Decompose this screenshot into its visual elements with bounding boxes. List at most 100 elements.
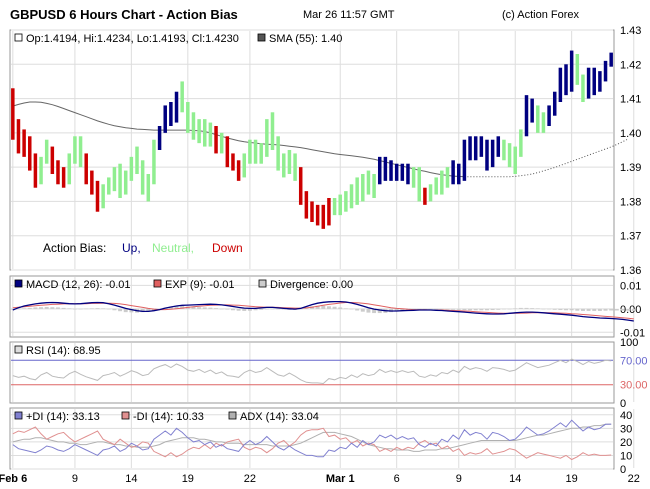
divergence-bar — [360, 308, 365, 312]
price-bar — [191, 112, 196, 140]
bias-label: Action Bias: — [43, 241, 106, 255]
divergence-bar — [33, 307, 38, 309]
divergence-bar — [78, 308, 83, 310]
chart-copyright: (c) Action Forex — [502, 9, 580, 21]
price-bar — [225, 136, 230, 168]
divergence-bar — [597, 308, 602, 311]
price-bar — [282, 153, 286, 178]
price-bar — [180, 81, 184, 113]
minus-di-legend: -DI (14): 10.33 — [133, 411, 204, 423]
price-bar — [519, 129, 523, 157]
divergence-bar — [236, 308, 241, 311]
sma-projection-line — [464, 138, 629, 178]
price-bar — [400, 163, 405, 181]
divergence-bar — [609, 308, 614, 311]
divergence-bar — [558, 308, 563, 311]
price-bar — [310, 201, 314, 222]
rsi-y-tick: 100 — [620, 337, 638, 349]
dmi-panel-frame — [9, 407, 615, 470]
minus-di-line — [12, 426, 612, 461]
price-bar — [197, 119, 201, 144]
x-tick-label: 6 — [394, 473, 400, 485]
divergence-bar — [552, 308, 557, 310]
divergence-bar — [468, 308, 473, 311]
macd-legend-swatch — [14, 279, 23, 288]
divergence-bar — [123, 308, 128, 313]
x-tick-label: 9 — [456, 473, 462, 485]
divergence-bar — [281, 308, 286, 310]
price-bar — [462, 139, 467, 181]
rsi-y-tick: 0 — [620, 398, 626, 410]
price-bar — [67, 153, 72, 185]
divergence-bar — [89, 308, 94, 309]
price-bar — [411, 167, 416, 188]
price-bar — [496, 136, 501, 157]
price-bar — [445, 167, 450, 188]
divergence-bar — [422, 308, 427, 310]
price-bar — [468, 136, 472, 161]
divergence-bar — [44, 306, 49, 309]
price-bar — [152, 139, 156, 185]
exp-legend-swatch — [153, 279, 162, 288]
divergence-bar — [72, 308, 77, 310]
price-bar — [135, 146, 139, 174]
price-bar — [248, 139, 252, 164]
price-bar — [457, 163, 461, 185]
price-bar — [609, 52, 613, 67]
chart-title: GBPUSD 6 Hours Chart - Action Bias — [10, 7, 238, 22]
divergence-bar — [67, 308, 72, 309]
price-bar — [157, 126, 162, 150]
divergence-bar — [27, 307, 32, 309]
dmi-y-tick: 40 — [620, 410, 632, 422]
macd-y-tick: 0.01 — [620, 280, 641, 292]
price-bar — [270, 112, 275, 150]
price-bar — [174, 91, 179, 123]
divergence-bar — [61, 307, 66, 309]
price-bar — [169, 102, 173, 126]
plus-di-line — [12, 419, 612, 458]
price-bar — [95, 180, 100, 212]
price-bar — [394, 163, 399, 181]
price-bar — [78, 136, 83, 168]
divergence-bar — [208, 307, 213, 309]
price-bar — [581, 74, 585, 102]
price-bar — [203, 119, 207, 147]
price-bar — [219, 132, 224, 154]
price-bar — [242, 153, 247, 178]
divergence-bar — [518, 307, 523, 309]
price-bar — [361, 174, 365, 202]
divergence-bar — [101, 308, 106, 309]
price-bar — [321, 204, 326, 229]
divergence-bar — [547, 308, 552, 310]
price-y-tick: 1.43 — [620, 25, 641, 37]
divergence-bar — [197, 307, 202, 309]
price-bar — [298, 167, 303, 205]
price-bar — [592, 67, 596, 96]
rsi-line — [12, 358, 612, 385]
price-bar — [101, 184, 105, 209]
divergence-bar — [146, 308, 151, 312]
divergence-bar — [569, 308, 574, 311]
price-bar — [541, 112, 546, 133]
price-bar — [552, 91, 557, 116]
divergence-bar — [140, 308, 145, 313]
divergence-bar — [259, 308, 264, 310]
divergence-bar — [490, 308, 495, 311]
price-bar — [366, 170, 371, 195]
price-bar — [214, 126, 218, 154]
divergence-bar — [479, 308, 484, 311]
price-bar — [547, 105, 551, 126]
price-bar — [530, 98, 534, 123]
price-bar — [377, 156, 382, 185]
price-bar — [575, 54, 580, 85]
divergence-bar — [451, 308, 456, 310]
rsi-legend: RSI (14): 68.95 — [26, 345, 101, 357]
divergence-bar — [355, 308, 360, 311]
x-tick-label: 19 — [182, 473, 194, 485]
sma-legend-swatch — [257, 33, 266, 42]
price-bar — [259, 143, 263, 164]
divergence-bar — [231, 308, 235, 311]
divergence-bar — [22, 308, 27, 309]
price-bar — [146, 174, 151, 202]
minus-di-legend-swatch — [121, 411, 130, 420]
